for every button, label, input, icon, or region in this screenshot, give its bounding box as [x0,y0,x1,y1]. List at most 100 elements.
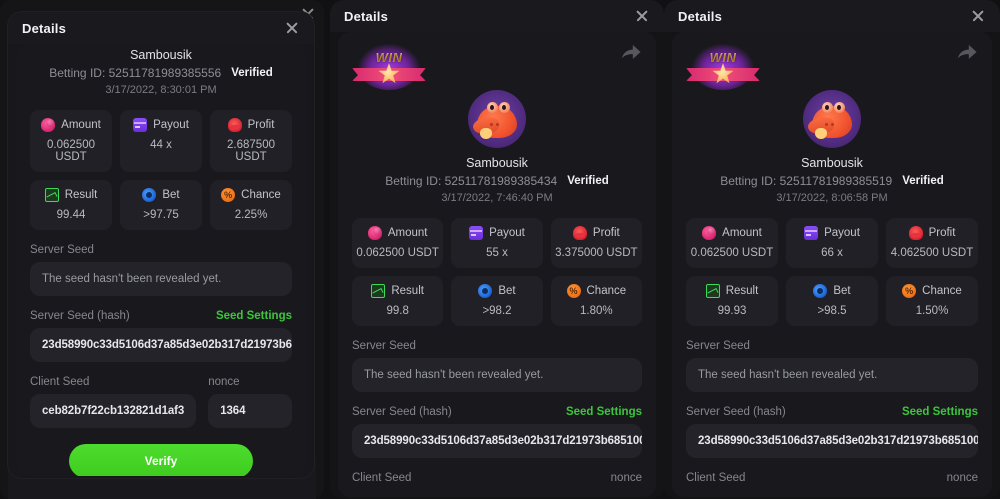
chance-icon: % [902,284,917,298]
details-modal-right: Details WIN [664,0,1000,499]
profit-icon [227,118,242,132]
stat-card-payout: Payout 44 x [120,110,202,172]
server-seed-hash-label: Server Seed (hash) [352,406,452,418]
stat-card-chance: % Chance 2.25% [210,180,292,230]
avatar [803,90,861,148]
server-seed-hash-input[interactable]: 23d58990c33d5106d37a85d3e02b317d21973b68… [30,328,292,362]
stats-grid-left: Amount 0.062500 USDT Payout 44 x Profit … [30,110,292,230]
result-icon [44,188,59,202]
timestamp: 3/17/2022, 8:30:01 PM [105,84,217,96]
server-seed-input[interactable]: The seed hasn't been revealed yet. [352,358,642,392]
payout-icon [804,226,819,240]
stats-grid-middle: Amount 0.062500 USDT Payout 55 x Profit … [352,218,642,326]
status-badge: Verified [902,175,944,187]
profit-icon [572,226,587,240]
stat-value: 44 x [150,139,172,151]
stat-card-payout: Payout 55 x [451,218,543,268]
seed-settings-link[interactable]: Seed Settings [215,310,292,322]
modal-header-middle: Details [330,0,664,32]
stat-card-result: Result 99.93 [686,276,778,326]
timestamp: 3/17/2022, 8:06:58 PM [776,192,888,204]
share-icon[interactable] [956,42,978,62]
stat-label: Payout [489,227,525,239]
server-seed-hash-input[interactable]: 23d58990c33d5106d37a85d3e02b317d21973b68… [352,424,642,458]
bet-id: Betting ID: 52511781989385556 [49,66,222,80]
username: Sambousik [801,156,863,170]
stat-card-chance: % Chance 1.50% [886,276,978,326]
identity-block-middle: Sambousik Betting ID: 52511781989385434 … [352,90,642,204]
page-title: Details [22,20,67,36]
close-icon[interactable] [284,20,300,36]
chance-icon: % [566,284,581,298]
verify-button[interactable]: Verify [69,444,253,476]
modal-body-right: WIN Sambousik Betting ID: 52511781989385… [672,32,992,497]
stat-card-result: Result 99.44 [30,180,112,230]
stat-card-profit: Profit 4.062500 USDT [886,218,978,268]
stat-label: Amount [722,227,762,239]
payout-icon [133,118,148,132]
modal-header-left: Details [8,12,314,44]
stat-label: Profit [928,227,956,239]
stat-label: Payout [824,227,860,239]
win-badge: WIN [352,42,426,92]
stat-value: 1.50% [915,305,949,317]
stat-card-bet: Bet >98.2 [451,276,543,326]
stats-grid-right: Amount 0.062500 USDT Payout 66 x Profit … [686,218,978,326]
stat-label: Profit [247,119,275,131]
client-seed-input[interactable]: ceb82b7f22cb132821d1af3 [30,394,197,428]
share-icon[interactable] [620,42,642,62]
stat-value: 55 x [486,247,508,259]
server-seed-label: Server Seed [352,340,416,352]
server-seed-hash-input[interactable]: 23d58990c33d5106d37a85d3e02b317d21973b68… [686,424,978,458]
server-seed-hash-label: Server Seed (hash) [30,310,130,322]
stat-value: 4.062500 USDT [890,247,974,259]
close-icon[interactable] [634,8,650,24]
client-seed-label: Client Seed [352,472,412,484]
stat-value: >98.5 [817,305,847,317]
amount-icon [41,118,56,132]
close-icon[interactable] [970,8,986,24]
stat-value: 66 x [821,247,843,259]
stat-card-chance: % Chance 1.80% [550,276,642,326]
bet-id: Betting ID: 52511781989385434 [385,174,558,188]
server-seed-input[interactable]: The seed hasn't been revealed yet. [30,262,292,296]
bet-icon [478,284,493,298]
stat-value: 0.062500 USDT [356,247,439,259]
stat-label: Profit [592,227,620,239]
stat-label: Chance [586,285,627,297]
win-badge: WIN [686,42,760,92]
stat-value: 99.44 [56,209,86,221]
win-label: WIN [686,50,760,65]
stat-label: Result [725,285,759,297]
server-seed-input[interactable]: The seed hasn't been revealed yet. [686,358,978,392]
stat-label: Result [64,189,98,201]
details-modal-left: Details Sambousik Betting ID: 5251178198… [8,12,314,478]
stat-label: Bet [162,189,180,201]
stat-label: Result [391,285,424,297]
client-seed-label: Client Seed [30,376,90,388]
modal-header-right: Details [664,0,1000,32]
seed-settings-link[interactable]: Seed Settings [565,406,642,418]
page-title: Details [344,8,389,24]
identity-block-right: Sambousik Betting ID: 52511781989385519 … [686,90,978,204]
stat-value: >97.75 [143,209,179,221]
stat-value: 0.062500 USDT [47,139,95,163]
nonce-input[interactable]: 1364 [208,394,292,428]
result-icon [371,284,386,298]
identity-block-left: Sambousik Betting ID: 52511781989385556 … [30,48,292,96]
page-title: Details [678,8,723,24]
stat-value: >98.2 [482,305,512,317]
stat-card-payout: Payout 66 x [786,218,878,268]
stat-card-bet: Bet >98.5 [786,276,878,326]
stat-label: Chance [922,285,962,297]
stat-value: 2.25% [234,209,268,221]
stat-label: Amount [61,119,101,131]
username: Sambousik [130,48,192,62]
stat-card-bet: Bet >97.75 [120,180,202,230]
nonce-label: nonce [208,376,240,388]
seed-settings-link[interactable]: Seed Settings [901,406,978,418]
stat-value: 99.93 [717,305,747,317]
stat-card-amount: Amount 0.062500 USDT [352,218,444,268]
profit-icon [908,226,923,240]
